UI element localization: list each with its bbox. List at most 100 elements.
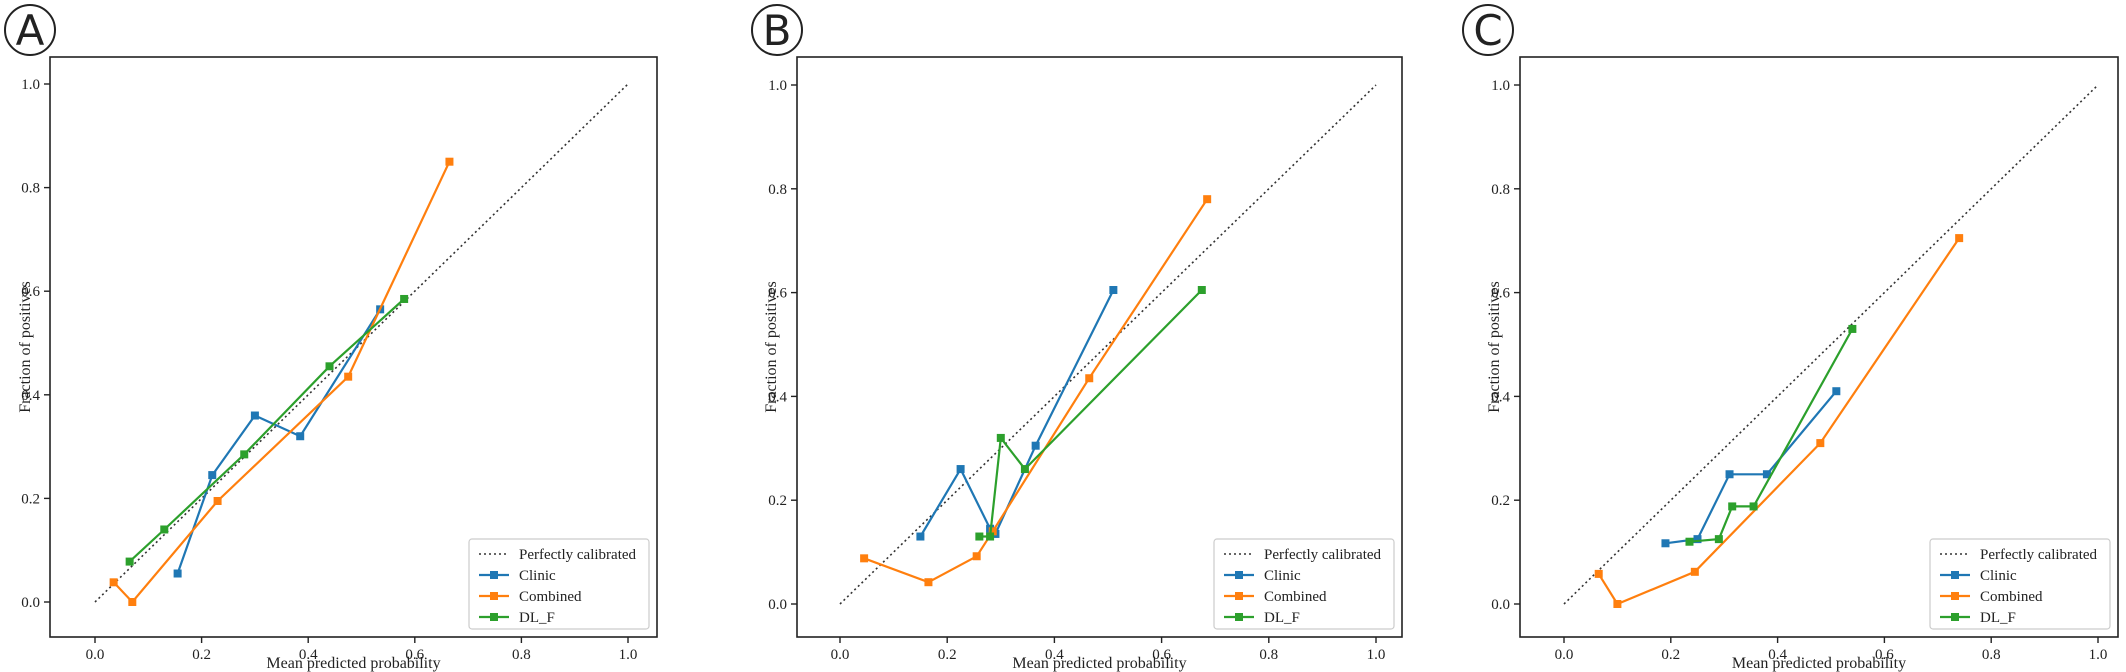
legend-swatch-marker [1235, 613, 1243, 621]
y-tick-label: 0.4 [1491, 389, 1510, 405]
x-axis-label: Mean predicted probability [1732, 655, 1906, 672]
legend-label: Perfectly calibrated [519, 547, 637, 563]
x-tick-label: 0.6 [1152, 647, 1171, 663]
y-tick-label: 0.8 [768, 182, 787, 198]
y-tick-label: 0.4 [768, 389, 787, 405]
panel-letter: C [1473, 6, 1502, 55]
x-tick-label: 0.2 [192, 647, 211, 663]
y-tick-label: 1.0 [1491, 78, 1510, 94]
y-tick-label: 0.6 [21, 284, 40, 300]
legend-swatch-marker [1951, 592, 1959, 600]
data-point [240, 450, 249, 459]
y-tick-label: 0.2 [21, 491, 40, 507]
legend-box [1929, 538, 2111, 630]
y-axis-label: Fraction of positives [1486, 281, 1503, 413]
x-tick-label: 0.6 [1875, 647, 1894, 663]
legend-swatch-marker [490, 613, 498, 621]
data-point [208, 471, 217, 480]
data-point [972, 552, 981, 561]
data-point [344, 372, 353, 381]
x-tick-label: 0.4 [1045, 647, 1064, 663]
axes-frame [49, 56, 658, 638]
legend: Perfectly calibrated Clinic Combined DL_F [1213, 538, 1395, 630]
data-point [1020, 465, 1029, 474]
data-point [1714, 535, 1723, 544]
legend-box [1213, 538, 1395, 630]
y-axis-label: Fraction of positives [763, 281, 780, 413]
legend: Perfectly calibrated Clinic Combined DL_F [468, 538, 650, 630]
data-point [956, 465, 965, 474]
data-point [988, 527, 997, 536]
panel-letter-circle [1462, 4, 1514, 56]
series-clinic [1661, 387, 1841, 548]
data-point [1955, 234, 1964, 243]
x-tick-label: 0.0 [831, 647, 850, 663]
legend-label: Combined [1980, 589, 2043, 605]
data-point [128, 598, 137, 606]
x-tick-label: 1.0 [619, 647, 638, 663]
series-line-combined [1597, 237, 1961, 606]
data-point [1613, 600, 1622, 608]
axes-frame [1519, 56, 2119, 638]
perfectly-calibrated-line [839, 84, 1377, 605]
legend-label: Clinic [1980, 568, 2017, 584]
y-tick-label: 0.0 [768, 597, 787, 613]
legend-swatch-marker [1235, 592, 1243, 600]
data-point [1816, 439, 1825, 448]
data-point [996, 433, 1005, 442]
perfectly-calibrated-line [94, 83, 629, 603]
y-tick-label: 0.8 [1491, 182, 1510, 198]
panel-b: B 0.0 0.2 0.4 0.6 0.8 1.0 0.0 0.2 0.4 0.6 0.8 1.0 Mea… [751, 4, 1403, 672]
legend-swatch-marker [1951, 613, 1959, 621]
data-point [325, 362, 334, 371]
data-point [1085, 374, 1094, 383]
y-tick-label: 0.6 [1491, 286, 1510, 302]
y-tick-label: 0.8 [21, 181, 40, 197]
x-tick-label: 1.0 [2089, 647, 2108, 663]
data-point [213, 496, 222, 505]
legend-label: Clinic [519, 568, 556, 584]
series-line-clinic [919, 289, 1115, 538]
series-dl-f [1685, 324, 1857, 546]
legend-box [468, 538, 650, 630]
x-tick-label: 0.2 [938, 647, 957, 663]
panel-letter: A [16, 6, 45, 55]
legend-swatch-marker [1951, 571, 1959, 579]
data-point [445, 157, 454, 166]
y-axis-label: Fraction of positives [17, 281, 34, 413]
series-clinic [916, 286, 1118, 541]
legend-label: Clinic [1264, 568, 1301, 584]
data-point [173, 569, 182, 578]
legend: Perfectly calibrated Clinic Combined DL_F [1929, 538, 2111, 630]
series-dl-f [125, 294, 409, 566]
legend-swatch-marker [1235, 571, 1243, 579]
x-tick-label: 1.0 [1367, 647, 1386, 663]
data-point [1693, 535, 1702, 544]
data-point [1762, 470, 1771, 479]
x-axis-label: Mean predicted probability [266, 655, 440, 672]
data-point [125, 557, 134, 566]
data-point [1685, 537, 1694, 546]
y-tick-label: 0.2 [1491, 493, 1510, 509]
panel-c: C 0.0 0.2 0.4 0.6 0.8 1.0 0.0 0.2 0.4 0.6 0.8 1.0 Mea… [1462, 4, 2119, 672]
legend-label: Perfectly calibrated [1264, 547, 1382, 563]
data-point [1109, 286, 1118, 295]
legend-label: Combined [1264, 589, 1327, 605]
x-tick-label: 0.0 [86, 647, 105, 663]
legend-label: Perfectly calibrated [1980, 547, 2098, 563]
series-combined [109, 157, 454, 606]
data-point [160, 525, 169, 534]
data-point [916, 532, 925, 541]
series-dl-f [975, 286, 1206, 541]
legend-label: Combined [519, 589, 582, 605]
legend-swatch-marker [490, 571, 498, 579]
data-point [1832, 387, 1841, 396]
data-point [1203, 195, 1212, 204]
x-axis-label: Mean predicted probability [1012, 655, 1186, 672]
data-point [1594, 569, 1603, 578]
legend-label: DL_F [1264, 610, 1300, 626]
data-point [1749, 502, 1758, 511]
panel-letter-circle [751, 4, 803, 56]
data-point [975, 532, 984, 541]
